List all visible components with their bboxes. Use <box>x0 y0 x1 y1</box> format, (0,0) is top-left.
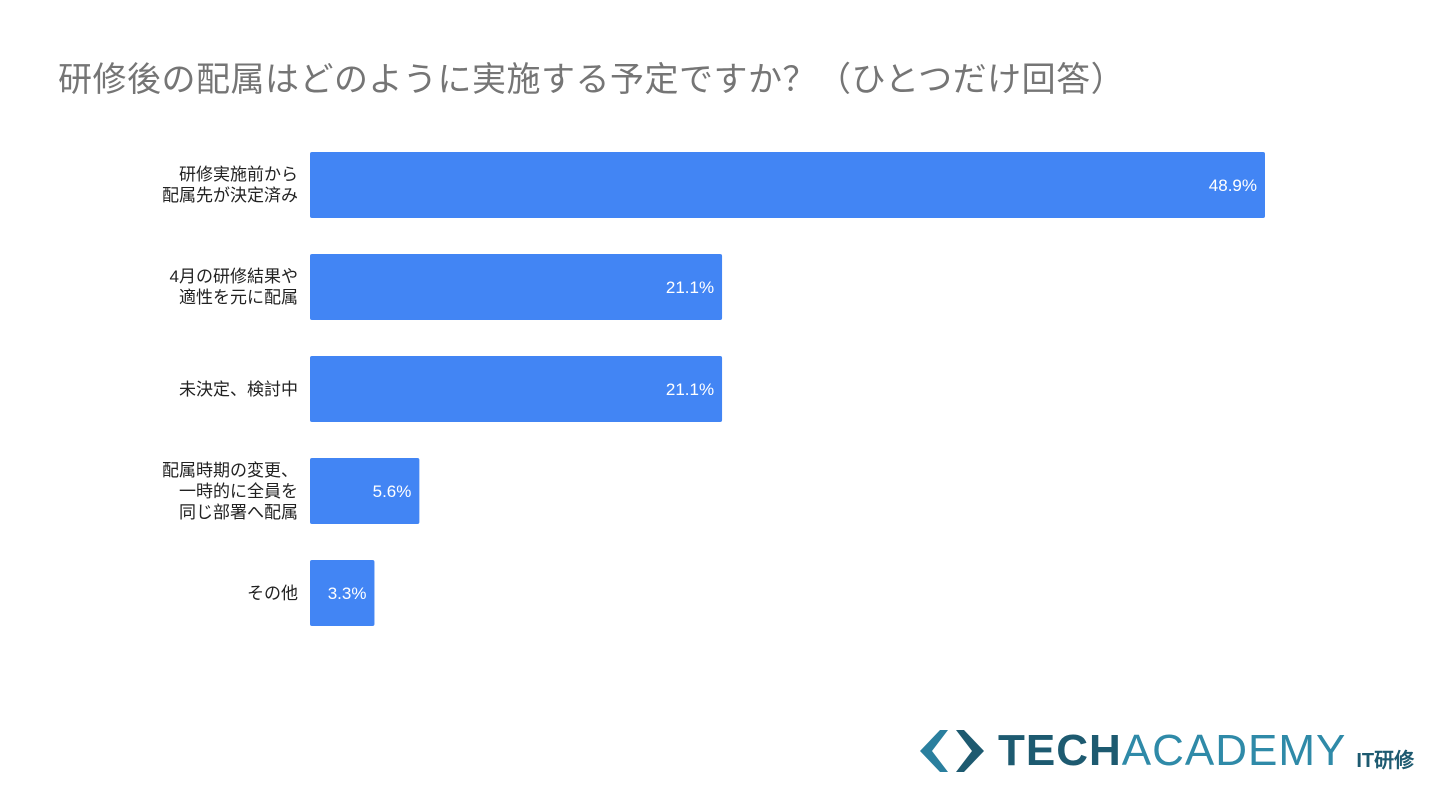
category-label: 未決定、検討中 <box>179 379 298 400</box>
category-label-line: 配属時期の変更、 <box>162 460 298 480</box>
data-label: 5.6% <box>373 482 412 501</box>
chart-title: 研修後の配属はどのように実施する予定ですか？（ひとつだけ回答） <box>58 61 1126 99</box>
category-label: 4月の研修結果や適性を元に配属 <box>170 266 298 308</box>
data-label: 21.1% <box>666 380 714 399</box>
category-label-line: 同じ部署へ配属 <box>179 502 298 522</box>
bar <box>310 356 723 422</box>
category-label: その他 <box>247 583 298 604</box>
category-label-line: 一時的に全員を <box>179 481 298 501</box>
data-label: 3.3% <box>328 584 367 603</box>
bar <box>310 152 1265 218</box>
category-label-line: その他 <box>247 583 298 603</box>
category-label-line: 未決定、検討中 <box>179 379 298 399</box>
logo-tech: TECH <box>998 726 1122 775</box>
logo-academy: ACADEMY <box>1121 726 1347 775</box>
logo-sub: IT研修 <box>1356 749 1415 772</box>
bar <box>310 560 375 626</box>
category-label-line: 配属先が決定済み <box>162 186 298 205</box>
category-label: 配属時期の変更、 一時的に全員を 同じ部署へ配属 <box>162 460 298 523</box>
techacademy-logo: TECH ACADEMY IT研修 <box>918 726 1414 776</box>
category-label-line: 研修実施前から <box>179 165 298 184</box>
bar <box>310 458 420 524</box>
category-label-line: 適性を元に配属 <box>179 288 298 307</box>
bar <box>310 254 723 320</box>
code-brackets-icon <box>920 730 984 772</box>
category-label: 研修実施前から配属先が決定済み <box>162 164 298 206</box>
category-label-line: 4月の研修結果や <box>169 267 298 286</box>
data-label: 21.1% <box>666 278 714 297</box>
data-label: 48.9% <box>1209 176 1257 195</box>
